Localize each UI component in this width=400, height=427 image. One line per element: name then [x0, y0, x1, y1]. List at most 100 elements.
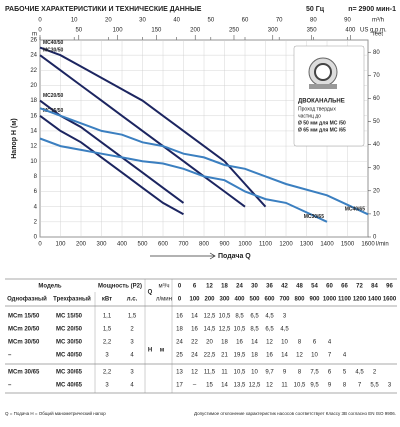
table-text: 10,5	[234, 327, 246, 333]
table-text: 17	[176, 383, 183, 389]
x-arrow	[150, 252, 216, 260]
y-tick-label: 20	[30, 83, 37, 89]
y-tick-label: 18	[30, 98, 37, 104]
table-text: 18	[221, 340, 228, 346]
page-title: РАБОЧИЕ ХАРАКТЕРИСТИКИ И ТЕХНИЧЕСКИЕ ДАН…	[5, 6, 202, 13]
curve	[39, 107, 369, 216]
table-text: Трехфазный	[53, 296, 91, 303]
x2-tick-label: 40	[173, 18, 180, 24]
table-text: Q	[148, 290, 153, 296]
note-line: частиц до	[298, 113, 321, 119]
x2-tick-label: 70	[276, 18, 283, 24]
table-text: 6	[193, 284, 197, 290]
table-text: 2,2	[103, 370, 112, 376]
x-tick-label: 800	[199, 242, 210, 248]
table-text: 18	[251, 353, 258, 359]
table-text: 66	[341, 284, 348, 290]
y-tick-label: 24	[30, 53, 37, 59]
curve-label: MC30/50	[43, 47, 64, 53]
table-text: MCm 30/65	[8, 370, 40, 376]
x2-tick-label: 60	[242, 18, 249, 24]
pump-icon-base	[309, 84, 337, 89]
y-label: Напор H (м)	[11, 118, 18, 159]
curve	[39, 54, 246, 208]
x2-unit: m³/h	[372, 18, 384, 24]
table-text: 12	[191, 370, 198, 376]
y-tick-label: 2	[34, 219, 38, 225]
table-text: Однофазный	[7, 296, 47, 303]
table-text: 3	[130, 370, 134, 376]
table-text: 14	[281, 353, 288, 359]
table-text: 10,5	[294, 383, 306, 389]
table-text: 4	[130, 383, 134, 389]
table-text: 13,5	[234, 383, 246, 389]
table-text: 9,7	[265, 370, 274, 376]
y-tick-label: 12	[30, 144, 37, 150]
table-text: 12	[296, 353, 303, 359]
y2-unit: feet	[373, 32, 383, 38]
table-text: 9,5	[310, 383, 319, 389]
x-tick-label: 1300	[300, 242, 314, 248]
table-text: 2	[373, 370, 377, 376]
table-text: кВт	[102, 297, 112, 303]
table-text: 4,5	[355, 370, 364, 376]
table-text: 21	[221, 353, 228, 359]
y2-tick-label: 30	[373, 165, 380, 171]
table-text: 4,5	[265, 314, 274, 320]
table-text: 6,5	[265, 327, 274, 333]
table-text: 25	[176, 353, 183, 359]
curve-label: MC40/65	[345, 207, 366, 213]
x-unit: l/min	[376, 242, 389, 248]
table-text: 12	[266, 340, 273, 346]
x2-tick-label: 0	[38, 18, 42, 24]
x-tick-label: 600	[158, 242, 169, 248]
x-tick-label: 1100	[259, 242, 273, 248]
table-text: Модель	[38, 284, 62, 290]
table-text: 10	[311, 353, 318, 359]
table-text: –	[8, 353, 12, 359]
y-tick-label: 16	[30, 113, 37, 119]
table-text: MC 30/50	[56, 340, 83, 346]
table-text: 36	[266, 284, 273, 290]
table-text: 10	[281, 340, 288, 346]
table-text: 16	[176, 314, 183, 320]
table-text: 7	[328, 353, 332, 359]
table-text: 18	[176, 327, 183, 333]
table-text: –	[8, 383, 12, 389]
y-tick-label: 10	[30, 159, 37, 165]
table-text: 96	[386, 284, 393, 290]
table-text: 30	[251, 284, 258, 290]
table-text: 4	[343, 353, 347, 359]
y2-tick-label: 50	[373, 119, 380, 125]
note-line: Ø 50 мм для МС /50	[298, 120, 346, 126]
table-text: MC 30/65	[56, 370, 83, 376]
y2-tick-label: 0	[373, 235, 377, 241]
curve-label: MC40/50	[43, 40, 64, 46]
table-text: 1,5	[103, 327, 112, 333]
table-text: 11	[281, 383, 288, 389]
table-text: 9	[328, 383, 332, 389]
note-line: Ø 65 мм для МС /65	[298, 127, 346, 133]
table-text: 14	[251, 340, 258, 346]
x3-tick-label: 250	[229, 28, 240, 34]
table-text: 12	[206, 284, 213, 290]
table-text: 6,5	[250, 314, 259, 320]
x3-tick-label: 200	[190, 28, 201, 34]
curve	[39, 114, 184, 216]
pump-icon-inner	[314, 63, 332, 81]
table-text: 7	[358, 383, 362, 389]
x2-tick-label: 90	[344, 18, 351, 24]
x3-tick-label: 100	[113, 28, 124, 34]
table-text: MC 20/50	[56, 327, 83, 333]
x-tick-label: 1400	[320, 242, 334, 248]
y2-tick-label: 40	[373, 142, 380, 148]
y2-tick-label: 80	[373, 50, 380, 56]
note-line: Проход твердых	[298, 106, 336, 112]
table-text: 16	[266, 353, 273, 359]
table-text: 200	[204, 297, 215, 303]
footer-right: Допустимое отклонение характеристик насо…	[194, 411, 396, 416]
table-text: 8	[343, 383, 347, 389]
table-text: 12,5	[204, 314, 216, 320]
y-tick-label: 14	[30, 129, 37, 135]
